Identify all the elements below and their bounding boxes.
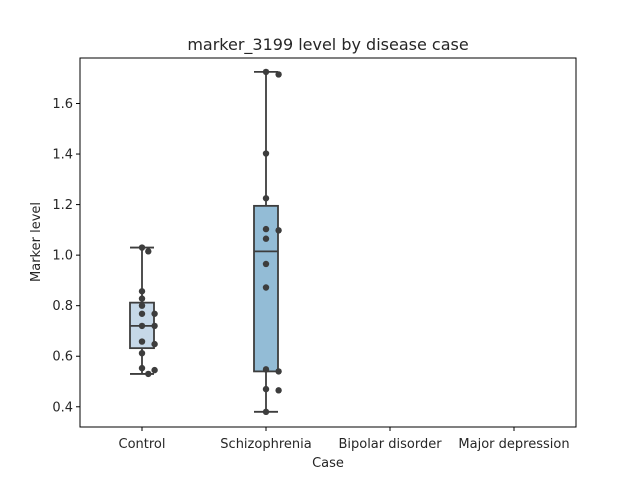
data-point bbox=[138, 322, 146, 330]
y-axis: 0.4 0.6 0.8 1.0 1.2 1.4 1.6 bbox=[52, 97, 80, 415]
x-tick-label: Schizophrenia bbox=[220, 437, 311, 452]
data-point bbox=[138, 338, 146, 345]
data-point bbox=[151, 322, 158, 330]
data-point bbox=[138, 288, 146, 295]
y-tick-label: 0.4 bbox=[52, 400, 73, 415]
data-point bbox=[275, 227, 282, 234]
data-point bbox=[151, 366, 158, 374]
y-tick-label: 1.6 bbox=[52, 97, 73, 112]
data-point bbox=[262, 195, 270, 202]
data-point bbox=[262, 235, 270, 242]
data-point bbox=[275, 387, 282, 394]
x-tick-label: Control bbox=[119, 437, 166, 452]
data-point bbox=[151, 310, 158, 317]
points-control bbox=[138, 244, 158, 378]
y-tick-label: 0.8 bbox=[52, 299, 73, 314]
data-point bbox=[138, 295, 146, 302]
y-tick-label: 1.2 bbox=[52, 198, 73, 213]
data-point bbox=[138, 310, 146, 317]
data-point bbox=[262, 68, 270, 76]
data-point bbox=[138, 244, 146, 251]
data-point bbox=[262, 284, 270, 291]
points-schizophrenia bbox=[262, 68, 282, 416]
data-point bbox=[275, 368, 282, 375]
data-point bbox=[262, 260, 270, 268]
y-axis-label: Marker level bbox=[29, 202, 44, 282]
x-axis-label: Case bbox=[312, 456, 344, 471]
data-point bbox=[275, 71, 282, 78]
data-point bbox=[145, 370, 152, 378]
x-axis: Control Schizophrenia Bipolar disorder Majo… bbox=[119, 427, 570, 452]
data-point bbox=[262, 150, 270, 157]
data-point bbox=[262, 225, 270, 233]
data-point bbox=[262, 385, 270, 393]
y-tick-label: 1.0 bbox=[52, 249, 73, 264]
chart-marks bbox=[129, 68, 282, 416]
x-tick-label: Bipolar disorder bbox=[338, 437, 442, 452]
data-point bbox=[262, 366, 270, 373]
data-point bbox=[145, 248, 152, 255]
data-point bbox=[151, 340, 158, 348]
y-tick-label: 0.6 bbox=[52, 350, 73, 365]
plot-frame bbox=[79, 57, 577, 428]
y-tick-label: 1.4 bbox=[52, 148, 73, 163]
chart-title: marker_3199 level by disease case bbox=[187, 35, 468, 55]
data-point bbox=[262, 408, 270, 416]
data-point bbox=[138, 364, 146, 372]
data-point bbox=[138, 302, 146, 309]
x-tick-label: Major depression bbox=[458, 437, 569, 452]
data-point bbox=[138, 350, 146, 357]
